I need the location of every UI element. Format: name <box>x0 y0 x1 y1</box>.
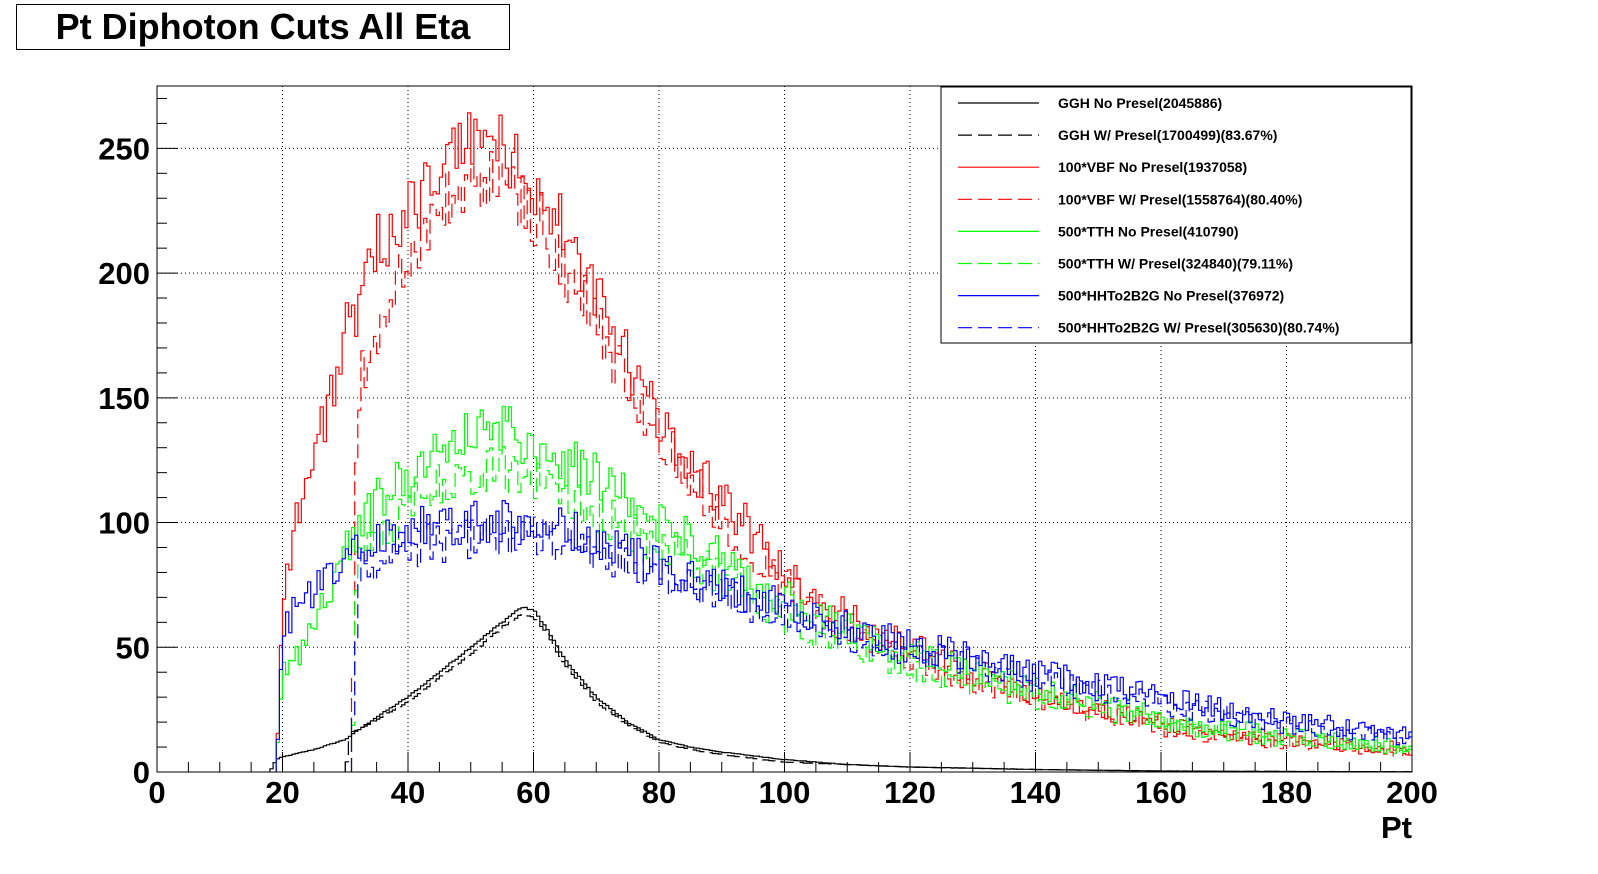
legend: GGH No Presel(2045886) GGH W/ Presel(1700… <box>940 86 1412 344</box>
x-tick-label: 120 <box>884 775 936 810</box>
y-tick-label: 50 <box>116 630 150 665</box>
series-line <box>350 516 1412 772</box>
y-tick-label: 250 <box>98 131 150 166</box>
y-tick-label: 150 <box>98 381 150 416</box>
series-line <box>275 405 1412 772</box>
x-tick-label: 160 <box>1135 775 1187 810</box>
x-tick-label: 20 <box>265 775 299 810</box>
series-line <box>350 446 1412 772</box>
legend-entry: GGH W/ Presel(1700499)(83.67%) <box>1058 127 1277 143</box>
legend-entry: 500*TTH No Presel(410790) <box>1058 223 1239 239</box>
axes: 0 20 40 60 80 100 120 140 160 180 200 0 50 100 150 200 2… <box>98 97 1438 810</box>
legend-entry: GGH No Presel(2045886) <box>1058 95 1222 111</box>
series-line <box>350 151 1412 772</box>
legend-entry: 500*TTH W/ Presel(324840)(79.11%) <box>1058 256 1293 272</box>
x-tick-label: 0 <box>148 775 165 810</box>
x-tick-label: 80 <box>642 775 676 810</box>
series-layer <box>269 112 1412 773</box>
x-axis-title: Pt <box>1381 810 1412 845</box>
y-tick-label: 0 <box>133 755 150 790</box>
series-line <box>275 112 1412 772</box>
chart-title-box: Pt Diphoton Cuts All Eta <box>16 4 510 50</box>
x-tick-label: 180 <box>1261 775 1313 810</box>
legend-entry: 500*HHTo2B2G W/ Presel(305630)(80.74%) <box>1058 320 1339 336</box>
legend-entry: 100*VBF W/ Presel(1558764)(80.40%) <box>1058 191 1302 207</box>
legend-box <box>940 86 1412 344</box>
legend-entry: 100*VBF No Presel(1937058) <box>1058 159 1247 175</box>
y-tick-label: 100 <box>98 506 150 541</box>
x-tick-label: 140 <box>1010 775 1062 810</box>
y-tick-label: 200 <box>98 256 150 291</box>
x-tick-label: 40 <box>391 775 425 810</box>
x-tick-label: 60 <box>516 775 550 810</box>
legend-entry: 500*HHTo2B2G No Presel(376972) <box>1058 288 1284 304</box>
chart-title: Pt Diphoton Cuts All Eta <box>55 6 471 47</box>
x-tick-label: 100 <box>759 775 811 810</box>
x-tick-label: 200 <box>1386 775 1438 810</box>
